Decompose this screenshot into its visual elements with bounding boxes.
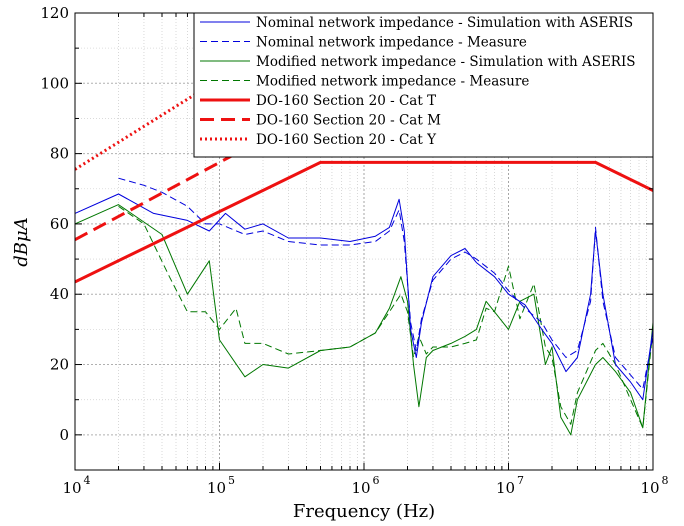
legend-label-3: Modified network impedance - Simulation … <box>256 54 636 70</box>
x-tick-label: 10 <box>640 479 659 497</box>
series-line-4 <box>118 205 653 429</box>
x-tick-label: 10 <box>62 479 81 497</box>
legend-label-1: Nominal network impedance - Simulation w… <box>256 15 633 31</box>
x-axis-label: Frequency (Hz) <box>293 501 435 522</box>
legend-label-7: DO-160 Section 20 - Cat Y <box>256 132 437 148</box>
series-line-2 <box>118 177 653 390</box>
legend-label-5: DO-160 Section 20 - Cat T <box>256 93 436 109</box>
y-tick-label: 0 <box>59 426 69 444</box>
y-tick-label: 100 <box>40 74 69 92</box>
legend: Nominal network impedance - Simulation w… <box>193 12 654 158</box>
y-tick-label: 40 <box>50 285 69 303</box>
y-tick-label: 20 <box>50 356 69 374</box>
y-tick-label: 80 <box>50 145 69 163</box>
y-tick-labels: 0 20 40 60 80 100 120 <box>40 4 69 444</box>
x-tick-label: 10 <box>351 479 370 497</box>
series-line-6 <box>75 152 237 242</box>
legend-box <box>193 12 654 158</box>
legend-label-2: Nominal network impedance - Measure <box>256 35 527 51</box>
series-line-5 <box>75 160 653 284</box>
x-tick-label-exponent: 8 <box>662 474 669 487</box>
y-axis-label: dBμA <box>11 217 32 266</box>
series-layer <box>75 82 653 436</box>
series-line-7 <box>75 82 214 171</box>
x-tick-label-exponent: 4 <box>84 474 91 487</box>
y-tick-label: 60 <box>50 215 69 233</box>
y-tick-label: 120 <box>40 4 69 22</box>
legend-label-4: Modified network impedance - Measure <box>256 74 529 90</box>
x-tick-label: 10 <box>207 479 226 497</box>
legend-label-6: DO-160 Section 20 - Cat M <box>256 113 441 129</box>
x-tick-label-exponent: 5 <box>228 474 235 487</box>
x-tick-label-exponent: 6 <box>373 474 380 487</box>
x-tick-label: 10 <box>496 479 515 497</box>
x-tick-label-exponent: 7 <box>517 474 524 487</box>
x-tick-labels: 10 4 10 5 10 6 10 7 10 8 <box>62 474 668 497</box>
